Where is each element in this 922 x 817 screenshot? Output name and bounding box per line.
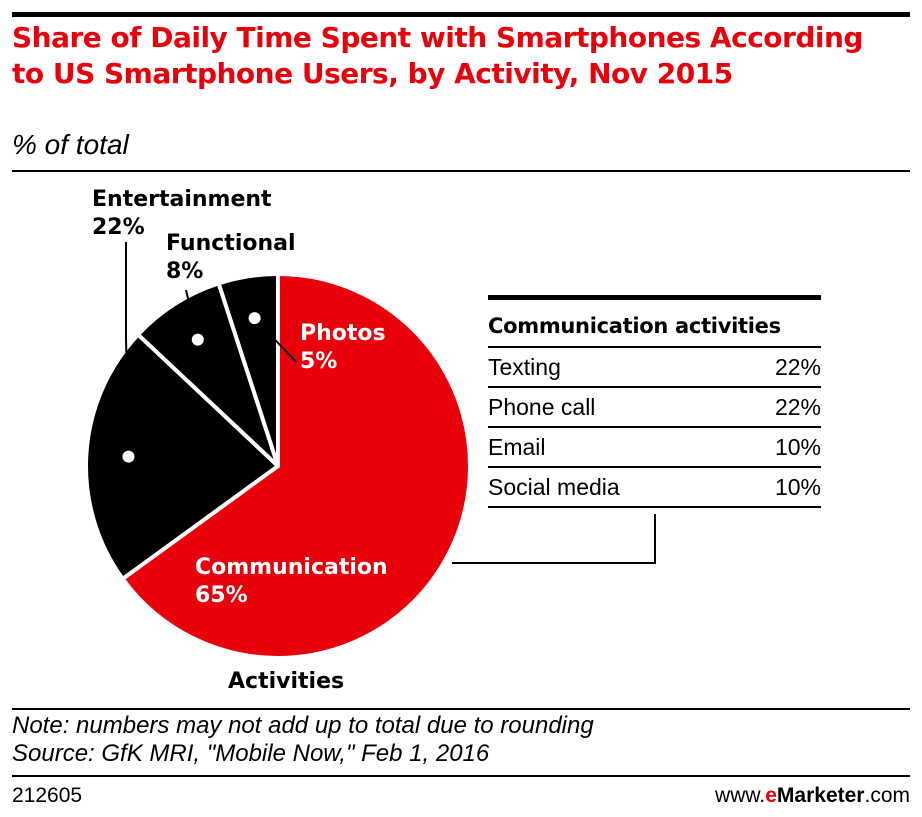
breakdown-row-phone-call: Phone call 22% — [488, 388, 821, 428]
brand-prefix: www. — [715, 784, 766, 807]
breakdown-row-label: Texting — [488, 353, 561, 380]
brand-link[interactable]: www.eMarketer.com — [715, 784, 910, 808]
brand-name: Marketer — [776, 784, 865, 807]
slice-label-communication: Communication 65% — [195, 555, 388, 608]
pie-slice-communication — [120, 272, 472, 660]
slice-label-entertainment: Entertainment 22% — [92, 187, 272, 240]
photos-leader — [253, 317, 297, 363]
breakdown-row-social-media: Social media 10% — [488, 468, 821, 508]
breakdown-row-value: 10% — [774, 433, 821, 460]
pie-slice-photos — [216, 272, 280, 468]
photos-leader-dot — [248, 312, 261, 325]
footnote-note: Note: numbers may not add up to total du… — [12, 712, 594, 739]
breakdown-row-label: Social media — [488, 473, 620, 500]
functional-leader-dot — [191, 333, 204, 346]
pie-chart: Communication 65% Entertainment 22%Function… — [84, 187, 656, 694]
top-rule — [12, 12, 910, 17]
brand-e: e — [765, 784, 777, 807]
slice-label-functional: Functional 8% — [166, 231, 296, 284]
chart-subtitle: % of total — [12, 129, 129, 160]
chart-title: Share of Daily Time Spent with Smartphon… — [12, 21, 863, 90]
communication-breakdown-table: Communication activities Texting 22% Pho… — [488, 295, 821, 508]
breakdown-row-value: 10% — [774, 473, 821, 500]
entertainment-leader-dot — [122, 450, 135, 463]
bottom-rule — [12, 775, 910, 777]
breakdown-connector — [452, 514, 656, 564]
footer-divider — [12, 708, 910, 710]
breakdown-row-value: 22% — [774, 353, 821, 380]
breakdown-row-label: Email — [488, 433, 546, 460]
slice-label-photos: Photos 5% — [300, 321, 386, 374]
functional-leader — [185, 289, 199, 340]
breakdown-row-label: Phone call — [488, 393, 596, 420]
header-divider — [12, 170, 910, 172]
entertainment-leader — [125, 242, 130, 457]
group-label: Activities — [228, 669, 344, 694]
brand-suffix: .com — [864, 784, 910, 807]
breakdown-row-value: 22% — [774, 393, 821, 420]
pie-slice-entertainment — [84, 332, 280, 581]
breakdown-table-title: Communication activities — [488, 295, 821, 348]
breakdown-row-texting: Texting 22% — [488, 348, 821, 388]
footnote-source: Source: GfK MRI, "Mobile Now," Feb 1, 20… — [12, 740, 490, 767]
breakdown-row-email: Email 10% — [488, 428, 821, 468]
chart-id: 212605 — [12, 784, 83, 807]
